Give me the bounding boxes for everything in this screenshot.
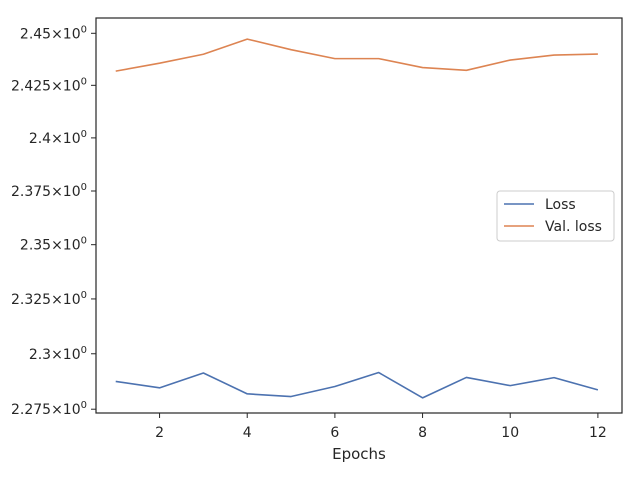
y-tick-label: 2.425×100 [11, 76, 87, 94]
x-tick-label: 6 [330, 425, 339, 441]
legend-entry: Loss [545, 197, 576, 213]
y-tick-label: 2.4×100 [29, 129, 87, 147]
y-axis: 2.275×100 2.3×100 2.325×100 2.35×100 2.375×1… [11, 24, 96, 418]
x-tick-label: 4 [243, 425, 252, 441]
series-line-val-loss [115, 38, 598, 72]
x-tick-label: 12 [589, 425, 607, 441]
legend-entry: Val. loss [545, 219, 602, 235]
x-axis: 2 4 6 8 10 12 [155, 413, 607, 441]
series-line-loss [115, 371, 599, 399]
y-tick-label: 2.45×100 [20, 24, 87, 42]
y-tick-label: 2.3×100 [29, 345, 87, 363]
x-tick-label: 10 [501, 425, 519, 441]
y-tick-label: 2.375×100 [11, 182, 87, 200]
plot-frame [95, 17, 623, 414]
x-tick-label: 8 [418, 425, 427, 441]
legend: Loss Val. loss [496, 190, 615, 242]
y-tick-label: 2.275×100 [11, 400, 87, 418]
y-tick-label: 2.325×100 [11, 290, 87, 308]
x-axis-title: Epochs [332, 445, 386, 463]
x-tick-label: 2 [155, 425, 164, 441]
y-tick-label: 2.35×100 [20, 236, 87, 254]
series-layer [115, 38, 599, 399]
